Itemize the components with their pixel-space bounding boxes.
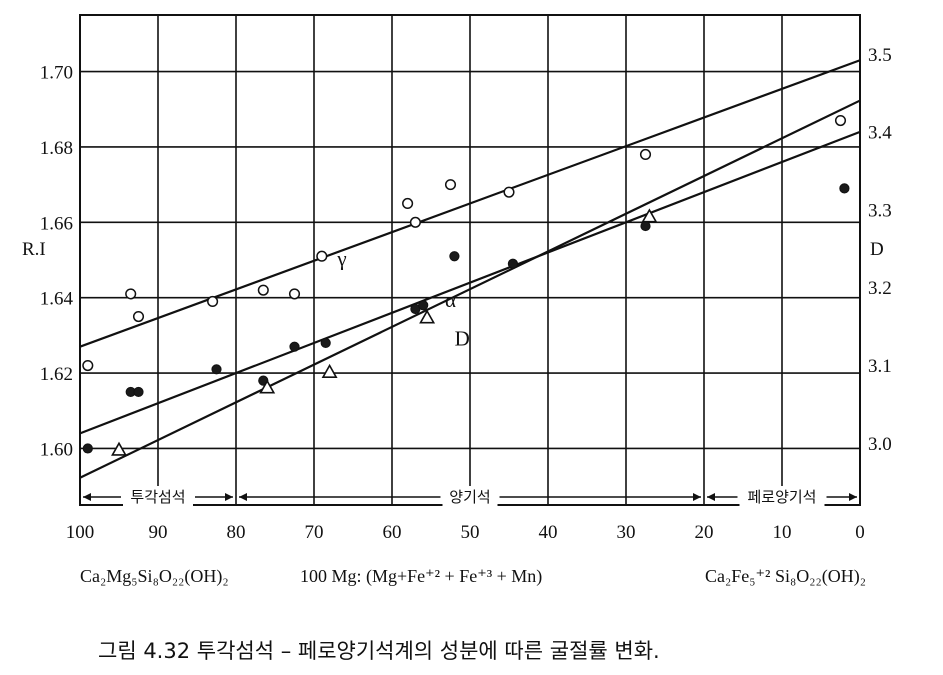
gamma-point: [125, 288, 137, 300]
tick-labels-layer: 100 90 80 70 60 50 40 30 20 10 01.601.621.641.661.…: [40, 45, 893, 543]
data-points-layer: γ αD: [82, 114, 850, 456]
alpha-point: [640, 220, 651, 232]
y-tick-label-right: 3.4: [868, 123, 892, 144]
gamma-point: [503, 186, 515, 198]
gamma-point: [444, 179, 457, 191]
y-tick-label-left: 1.60: [40, 439, 73, 460]
composition-range-label: 페로양기석: [747, 488, 816, 506]
range-arrowhead-right: [693, 493, 701, 501]
x-tick-label: 20: [695, 522, 714, 543]
x-tick-label: 40: [539, 522, 558, 543]
series-label-alpha: α: [445, 288, 456, 312]
alpha-point: [507, 258, 519, 269]
gamma-point: [132, 310, 145, 323]
gamma-point: [402, 197, 414, 210]
x-tick-label: 60: [383, 522, 402, 543]
fit-line-open-triangle: [79, 99, 861, 479]
y-tick-label-left: 1.70: [40, 63, 73, 84]
density-point: [111, 441, 127, 456]
x-tick-label: 0: [855, 522, 865, 543]
x-tick-label: 80: [227, 522, 246, 543]
range-arrowhead-left: [239, 493, 247, 501]
end-member-right-formula: Ca₂Fe₅⁺² Si₈O₂₂(OH)₂: [705, 566, 866, 587]
x-tick-label: 30: [617, 522, 636, 543]
range-label-background: [123, 486, 193, 506]
y-tick-label-left: 1.68: [40, 138, 73, 159]
y-tick-label-left: 1.62: [40, 364, 73, 385]
alpha-point: [839, 183, 850, 194]
y-tick-label-right: 3.0: [868, 434, 892, 455]
end-member-left-formula: Ca₂Mg₅Si₈O₂₂(OH)₂: [80, 566, 229, 587]
composition-range-layer: 투각섬석 양기석 페로양기석: [83, 486, 857, 506]
gamma-point: [82, 359, 94, 372]
range-label-background: [442, 486, 498, 506]
range-label-background: [739, 486, 825, 506]
alpha-point: [211, 364, 222, 375]
x-tick-label: 100: [66, 522, 95, 543]
x-tick-label: 90: [149, 522, 168, 543]
series-label-density: D: [455, 327, 470, 351]
density-point: [641, 208, 658, 223]
y-tick-label-right: 3.3: [868, 200, 892, 221]
composition-range-label: 투각섬석: [130, 488, 185, 506]
alpha-point: [320, 337, 331, 349]
gamma-point: [257, 284, 269, 296]
density-point: [259, 379, 276, 394]
y-tick-label-right: 3.5: [868, 45, 892, 66]
alpha-point: [82, 443, 93, 454]
fit-line-filled-circle: [79, 130, 861, 435]
y-tick-label-left: 1.66: [40, 213, 73, 234]
y-tick-label-left: 1.64: [40, 289, 74, 310]
gamma-point: [639, 148, 652, 161]
composition-range-label: 양기석: [449, 488, 490, 506]
density-point: [419, 309, 436, 324]
density-point: [321, 363, 338, 378]
alpha-point: [133, 386, 144, 398]
x-tick-label: 50: [461, 522, 480, 543]
gamma-point: [207, 295, 219, 308]
alpha-point: [449, 251, 460, 262]
x-tick-label: 10: [773, 522, 792, 543]
y-tick-label-right: 3.1: [868, 356, 892, 377]
y-axis-label-left: R.I: [22, 239, 46, 260]
y-tick-label-right: 3.2: [868, 278, 892, 299]
x-axis-label: 100 Mg: (Mg+Fe⁺² + Fe⁺³ + Mn): [300, 566, 542, 587]
range-arrowhead-right: [225, 493, 233, 501]
gamma-point: [409, 216, 421, 228]
series-label-gamma: γ: [336, 247, 346, 271]
gamma-point: [834, 114, 847, 127]
gamma-point: [316, 250, 328, 262]
range-arrowhead-right: [849, 493, 857, 501]
gamma-point: [288, 288, 301, 300]
alpha-point: [289, 341, 300, 352]
alpha-point: [418, 300, 429, 311]
grid-layer: [80, 15, 860, 505]
figure-caption: 그림 4.32 투각섬석 – 페로양기석계의 성분에 따른 굴절률 변화.: [98, 639, 660, 663]
range-arrowhead-left: [707, 493, 715, 501]
y-axis-label-right: D: [870, 239, 884, 260]
x-tick-label: 70: [305, 522, 324, 543]
range-arrowhead-left: [83, 493, 91, 501]
